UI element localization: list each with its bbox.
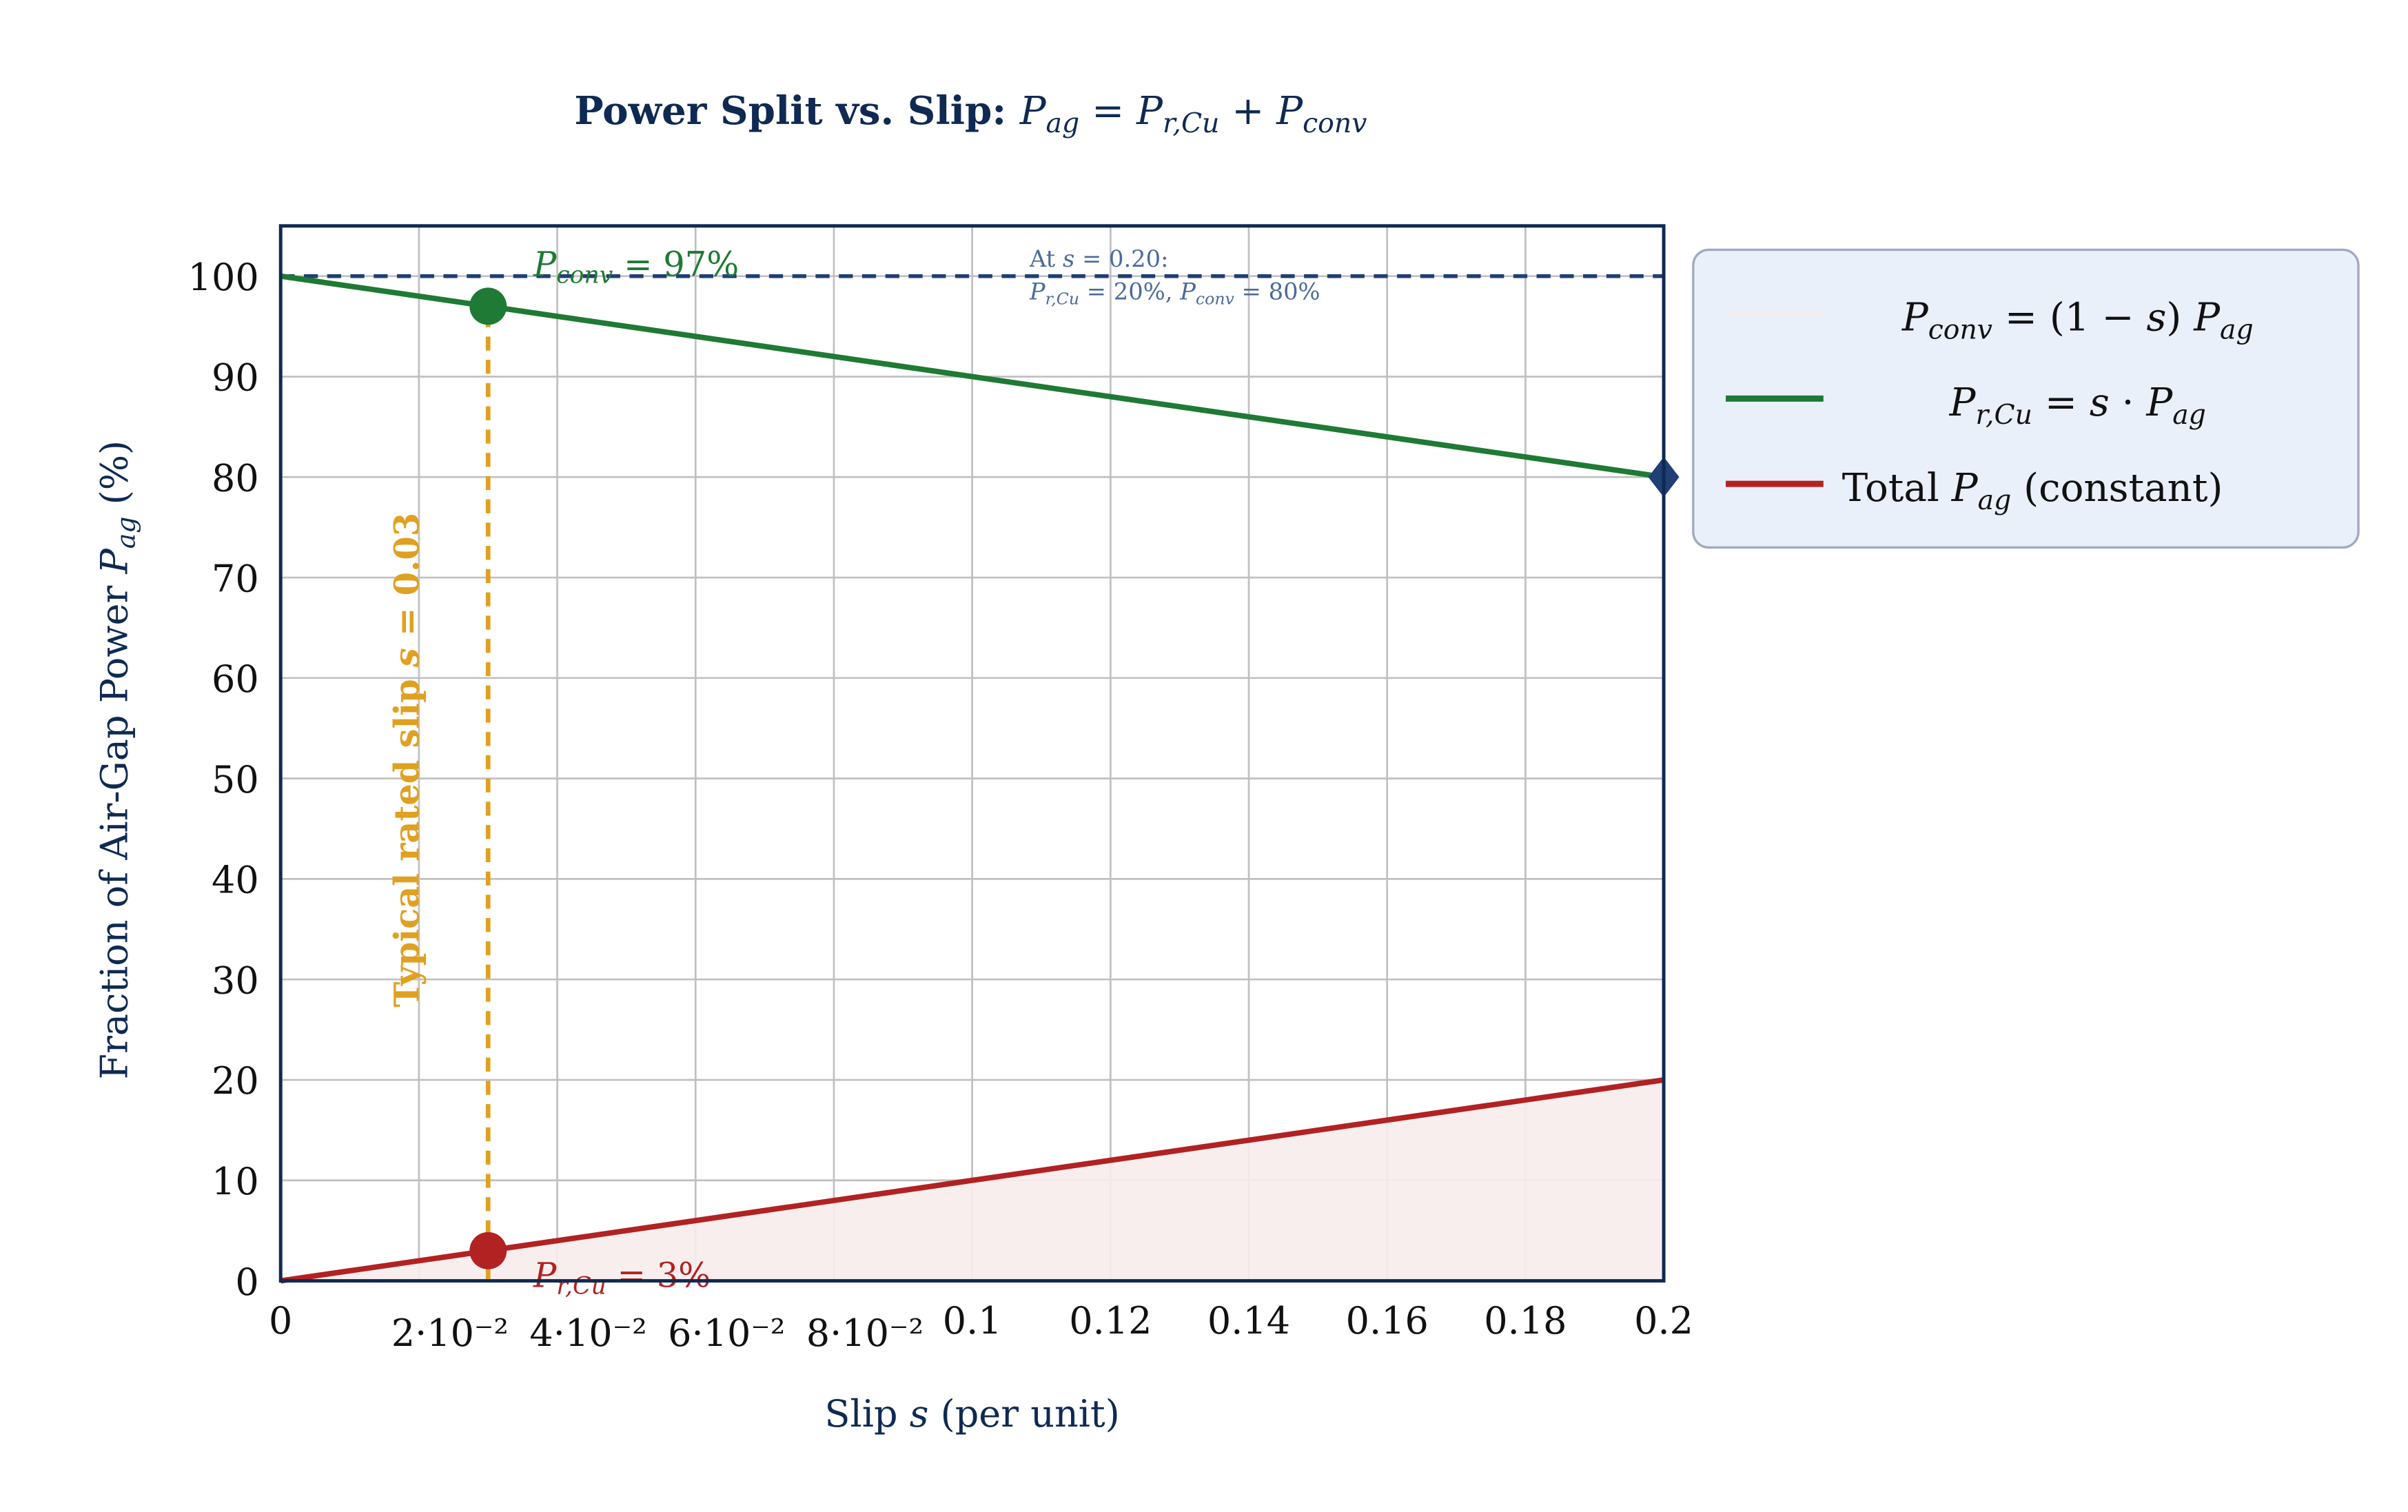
x-tick-label: 0.18 bbox=[1484, 1299, 1567, 1342]
y-tick-label: 30 bbox=[212, 959, 259, 1002]
math-segment: Total bbox=[1842, 466, 1952, 511]
rated-slip-label: Typical rated slip s = 0.03 bbox=[387, 513, 427, 1008]
math-subscript: conv bbox=[1928, 314, 1992, 345]
y-tick-label: 10 bbox=[212, 1160, 259, 1203]
x-tick-label: 0.12 bbox=[1069, 1299, 1152, 1342]
x-tick-label: 0.16 bbox=[1346, 1299, 1429, 1342]
math-segment: (constant) bbox=[2011, 466, 2223, 511]
math-subscript: conv bbox=[1196, 289, 1235, 309]
math-segment: (%) bbox=[92, 440, 136, 517]
x-axis-label: Slip s (per unit) bbox=[825, 1392, 1120, 1436]
math-segment: P bbox=[1136, 89, 1163, 134]
math-segment: P bbox=[1276, 89, 1303, 134]
math-subscript: ag bbox=[1978, 484, 2012, 516]
x-tick-label: 6·10⁻² bbox=[668, 1311, 785, 1355]
math-segment: P bbox=[1901, 295, 1929, 340]
math-subscript: conv bbox=[556, 262, 613, 289]
math-subscript: r,Cu bbox=[1163, 108, 1219, 139]
legend-label: Pr,Cu = s · Pag bbox=[1949, 380, 2206, 431]
x-tick-label: 0.1 bbox=[943, 1299, 1002, 1342]
math-subscript: ag bbox=[111, 516, 141, 549]
math-segment: P bbox=[1179, 278, 1196, 305]
legend-label: Total Pag (constant) bbox=[1842, 466, 2223, 516]
math-segment: P bbox=[533, 1256, 557, 1296]
math-segment: At bbox=[1029, 245, 1063, 272]
math-subscript: ag bbox=[2172, 399, 2206, 431]
math-segment: P bbox=[1949, 380, 1977, 425]
math-segment: = 0.03 bbox=[387, 513, 427, 648]
legend-label: Pconv = (1 − s) Pag bbox=[1901, 295, 2254, 345]
math-segment: = 80% bbox=[1234, 278, 1320, 305]
x-tick-label: 0.2 bbox=[1634, 1299, 1693, 1342]
y-tick-label: 90 bbox=[212, 356, 259, 400]
math-segment: s bbox=[387, 648, 427, 668]
math-subscript: ag bbox=[1046, 108, 1080, 139]
math-segment: · bbox=[2110, 380, 2147, 425]
math-segment: s bbox=[1063, 245, 1074, 272]
math-segment: = bbox=[1079, 89, 1136, 134]
math-segment: P bbox=[92, 548, 136, 575]
y-tick-label: 80 bbox=[212, 457, 259, 500]
plot-frame bbox=[278, 224, 1666, 1283]
y-axis-label: Fraction of Air-Gap Power Pag (%) bbox=[92, 440, 141, 1079]
math-segment: + bbox=[1219, 89, 1276, 134]
y-tick-label: 100 bbox=[188, 256, 259, 299]
title-bold: Power Split vs. Slip: bbox=[574, 88, 1019, 134]
line-green-series bbox=[280, 273, 1664, 480]
tick-labels: 0 2·10⁻² 4·10⁻² 6·10⁻² 8·10⁻² 0.1 0.12 0.14 0.16… bbox=[188, 256, 1693, 1355]
x-tick-label: 0 bbox=[269, 1299, 292, 1342]
math-segment: Slip bbox=[825, 1392, 910, 1436]
math-segment: = 97% bbox=[613, 245, 739, 285]
y-tick-label: 40 bbox=[212, 859, 259, 902]
math-subscript: ag bbox=[2220, 314, 2254, 345]
x-tick-label: 0.14 bbox=[1207, 1299, 1290, 1342]
x-tick-label: 8·10⁻² bbox=[806, 1311, 924, 1355]
y-tick-label: 70 bbox=[212, 557, 259, 600]
math-segment: = 3% bbox=[606, 1256, 711, 1296]
marker-point bbox=[469, 1232, 507, 1269]
legend-box bbox=[1692, 248, 2360, 549]
math-segment: = (1 − bbox=[1992, 295, 2146, 340]
annotation-line2: Pr,Cu = 20%, Pconv = 80% bbox=[1029, 278, 1320, 308]
y-tick-label: 60 bbox=[212, 657, 259, 701]
math-subscript: r,Cu bbox=[1976, 399, 2032, 431]
math-segment: ) bbox=[2166, 295, 2194, 340]
math-segment: = bbox=[2032, 380, 2090, 425]
math-segment: P bbox=[1019, 89, 1047, 134]
math-segment: Fraction of Air-Gap Power bbox=[92, 574, 136, 1080]
y-tick-label: 20 bbox=[212, 1059, 259, 1103]
math-subscript: conv bbox=[1303, 108, 1367, 139]
math-segment: = 20%, bbox=[1079, 278, 1180, 305]
math-segment: P bbox=[2145, 380, 2173, 425]
label-pconv-97: Pconv = 97% bbox=[533, 245, 739, 289]
math-segment: P bbox=[2193, 295, 2221, 340]
math-segment: = 0.20: bbox=[1074, 245, 1168, 272]
chart-title: Power Split vs. Slip: Pag = Pr,Cu + Pcon… bbox=[574, 88, 1367, 139]
marker-point bbox=[469, 287, 507, 325]
math-subscript: r,Cu bbox=[556, 1273, 606, 1300]
math-segment: s bbox=[2147, 295, 2167, 340]
series-layer: Pconv = 97%Pr,Cu = 3%Typical rated slip … bbox=[280, 245, 1680, 1300]
math-segment: s bbox=[910, 1392, 929, 1436]
y-tick-label: 50 bbox=[212, 758, 259, 801]
x-tick-label: 4·10⁻² bbox=[529, 1311, 646, 1355]
y-tick-label: 0 bbox=[235, 1260, 258, 1304]
math-segment: Typical rated slip bbox=[387, 667, 427, 1007]
math-segment: s bbox=[2090, 380, 2110, 425]
label-prcu-3: Pr,Cu = 3% bbox=[533, 1256, 711, 1300]
math-segment: P bbox=[1029, 278, 1046, 305]
line-red-series bbox=[280, 1077, 1664, 1284]
x-tick-label: 2·10⁻² bbox=[391, 1311, 509, 1355]
math-segment: P bbox=[533, 245, 557, 285]
annotation-line1: At s = 0.20: bbox=[1029, 245, 1169, 272]
math-subscript: r,Cu bbox=[1045, 289, 1079, 309]
math-segment: P bbox=[1951, 466, 1979, 511]
math-segment: (per unit) bbox=[929, 1392, 1120, 1436]
